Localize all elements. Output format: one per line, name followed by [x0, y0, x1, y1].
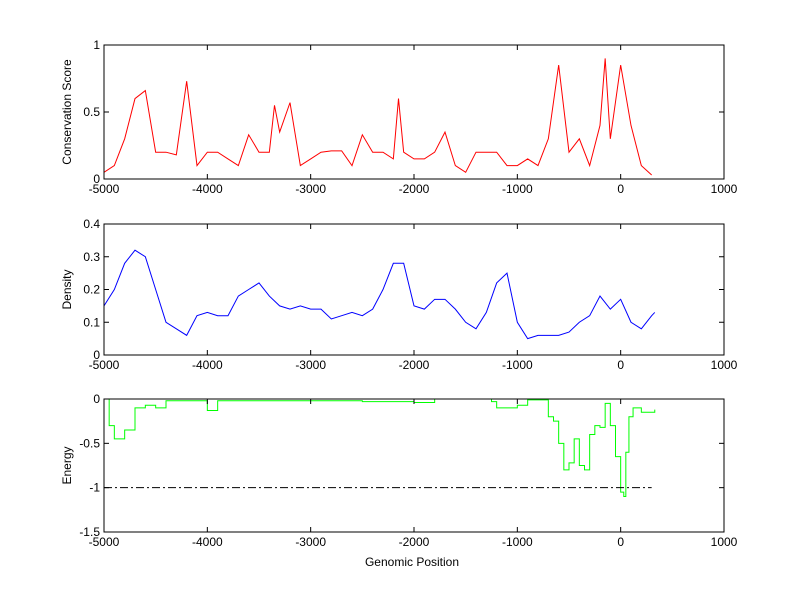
- x-tick-label: -5000: [89, 182, 120, 196]
- x-tick-label: -4000: [192, 535, 223, 549]
- x-tick-label: -5000: [89, 358, 120, 372]
- y-tick-label: 0.5: [83, 105, 100, 119]
- x-tick-label: -1000: [502, 182, 533, 196]
- y-tick-label: 1: [93, 38, 100, 52]
- x-tick-label: -3000: [295, 358, 326, 372]
- subplot-2: -5000 -4000 -3000 -2000 -1000 0 1000 0 0.1 0.2 0.3…: [60, 217, 738, 372]
- x-tick-label: -1000: [502, 535, 533, 549]
- y-tick-label: 0: [93, 348, 100, 362]
- x-tick-label: -1000: [502, 358, 533, 372]
- x-tick-label: -2000: [399, 535, 430, 549]
- x-tick-label: 1000: [711, 535, 738, 549]
- x-tick-label: 1000: [711, 358, 738, 372]
- x-axis-label: Genomic Position: [365, 555, 459, 569]
- x-tick-label: 0: [617, 535, 624, 549]
- y-tick-label: 0: [93, 392, 100, 406]
- y-tick-label: 0.2: [83, 283, 100, 297]
- x-tick-label: -2000: [399, 358, 430, 372]
- y-tick-label: 0: [93, 172, 100, 186]
- plot-area: [104, 399, 724, 532]
- x-tick-label: 0: [617, 182, 624, 196]
- y-axis-label: Density: [60, 269, 74, 309]
- x-tick-label: -3000: [295, 182, 326, 196]
- x-tick-label: -5000: [89, 535, 120, 549]
- x-tick-label: -4000: [192, 182, 223, 196]
- y-tick-label: 0.1: [83, 315, 100, 329]
- subplot-1: -5000 -4000 -3000 -2000 -1000 0 1000 0 0.5 1 Conse…: [60, 38, 738, 196]
- y-tick-label: -1.5: [79, 525, 100, 539]
- subplot-3: -5000 -4000 -3000 -2000 -1000 0 1000 0 -0.5 -1 -1.…: [60, 392, 738, 569]
- y-tick-label: -0.5: [79, 436, 100, 450]
- data-series-line: [104, 398, 656, 498]
- y-axis-label: Conservation Score: [60, 59, 74, 165]
- plot-area: [104, 224, 724, 355]
- x-tick-label: 1000: [711, 182, 738, 196]
- x-tick-label: -3000: [295, 535, 326, 549]
- y-axis-label: Energy: [60, 446, 74, 484]
- x-tick-label: -2000: [399, 182, 430, 196]
- y-tick-label: 0.3: [83, 250, 100, 264]
- y-tick-label: -1: [89, 481, 100, 495]
- x-tick-label: -4000: [192, 358, 223, 372]
- y-tick-label: 0.4: [83, 217, 100, 231]
- x-tick-label: 0: [617, 358, 624, 372]
